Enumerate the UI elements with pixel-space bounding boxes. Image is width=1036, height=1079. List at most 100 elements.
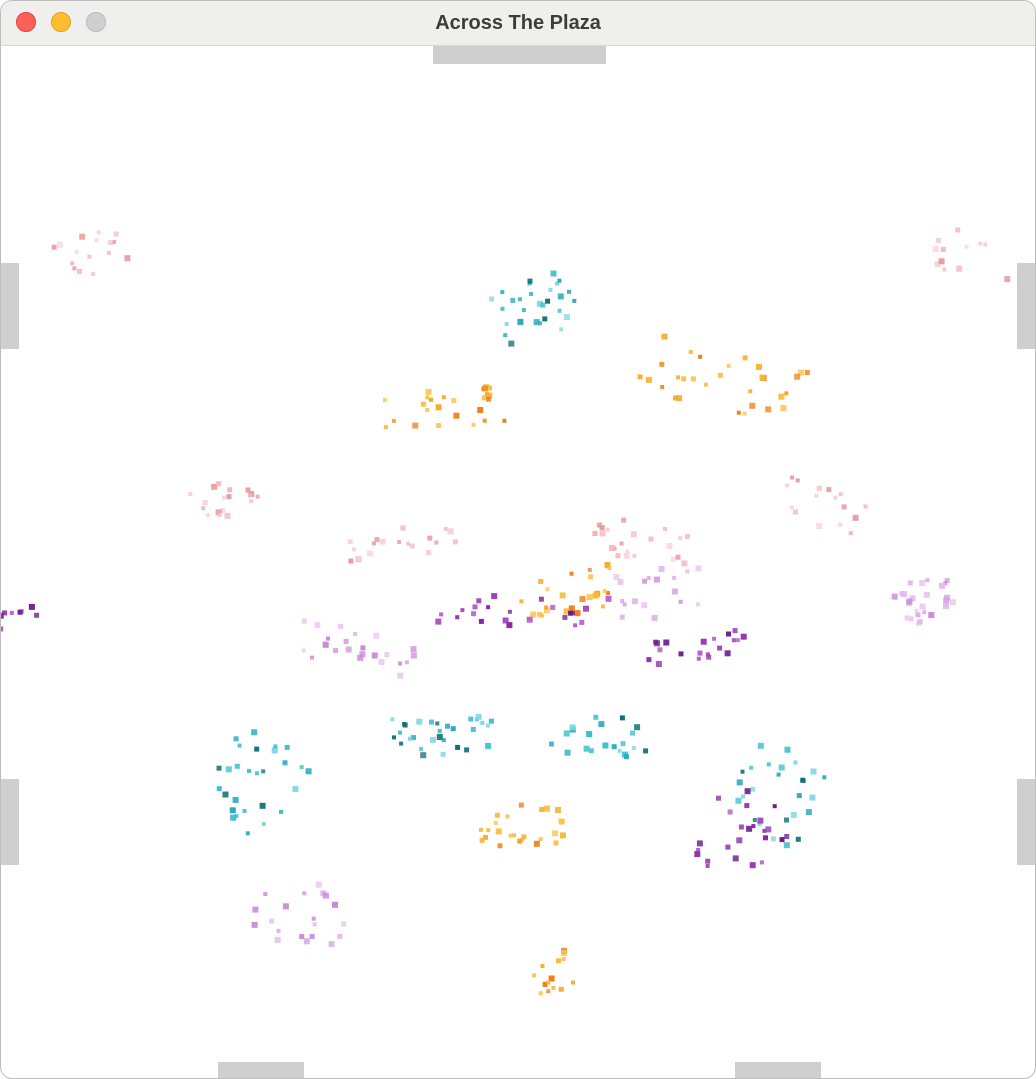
pedestrian xyxy=(978,241,983,246)
pedestrian xyxy=(805,809,812,816)
pedestrian xyxy=(983,242,988,247)
pedestrian xyxy=(489,296,495,302)
pedestrian xyxy=(539,807,545,812)
pedestrian xyxy=(535,320,540,325)
pedestrian xyxy=(727,809,733,815)
gate-right-upper xyxy=(1017,263,1035,349)
pedestrian xyxy=(863,504,868,509)
pedestrian xyxy=(471,422,476,427)
pedestrian xyxy=(744,803,750,809)
pedestrian xyxy=(425,388,432,395)
pedestrian xyxy=(225,766,232,773)
pedestrian xyxy=(538,596,544,602)
pedestrian xyxy=(475,713,482,720)
pedestrian xyxy=(494,812,500,818)
close-window-button[interactable] xyxy=(16,12,36,32)
pedestrian xyxy=(416,718,423,725)
pedestrian xyxy=(643,748,649,754)
pedestrian xyxy=(928,612,935,618)
pedestrian xyxy=(503,333,508,338)
pedestrian xyxy=(530,611,537,618)
pedestrian xyxy=(108,240,114,245)
pedestrian xyxy=(441,395,446,400)
pedestrian xyxy=(623,552,630,559)
plaza-canvas[interactable] xyxy=(1,46,1035,1078)
crowd-group-pink xyxy=(592,517,690,567)
pedestrian xyxy=(588,574,594,580)
pedestrian xyxy=(778,764,785,771)
pedestrian xyxy=(784,834,790,839)
pedestrian xyxy=(392,735,396,740)
pedestrian xyxy=(759,374,766,381)
pedestrian xyxy=(587,567,592,572)
pedestrian xyxy=(271,747,278,754)
pedestrian xyxy=(333,648,339,653)
pedestrian xyxy=(222,495,226,500)
pedestrian xyxy=(434,540,439,545)
pedestrian xyxy=(553,840,559,846)
pedestrian xyxy=(810,768,817,775)
pedestrian xyxy=(378,658,385,665)
pedestrian xyxy=(925,578,930,583)
pedestrian xyxy=(705,858,711,864)
pedestrian xyxy=(274,936,281,943)
pedestrian xyxy=(224,512,231,519)
pedestrian xyxy=(216,786,222,792)
pedestrian xyxy=(279,809,283,814)
pedestrian xyxy=(391,418,396,423)
pedestrian xyxy=(670,556,676,562)
pedestrian xyxy=(694,851,701,857)
pedestrian xyxy=(654,640,661,647)
pedestrian xyxy=(676,395,683,402)
pedestrian xyxy=(312,922,317,927)
pedestrian xyxy=(611,744,617,750)
pedestrian xyxy=(234,814,239,819)
gate-bottom-right xyxy=(735,1062,821,1078)
pedestrian xyxy=(485,742,492,749)
pedestrian xyxy=(450,726,456,732)
pedestrian xyxy=(726,363,731,368)
pedestrian xyxy=(536,300,543,307)
pedestrian xyxy=(940,246,946,252)
pedestrian xyxy=(914,608,919,613)
pedestrian xyxy=(500,306,505,311)
pedestrian xyxy=(568,605,575,612)
pedestrian xyxy=(292,785,299,792)
minimize-window-button[interactable] xyxy=(51,12,71,32)
pedestrian xyxy=(749,402,756,409)
pedestrian xyxy=(696,840,703,847)
pedestrian xyxy=(809,794,816,801)
pedestrian xyxy=(479,837,485,843)
pedestrian xyxy=(685,569,690,574)
gate-left-upper xyxy=(1,263,19,349)
pedestrian xyxy=(373,632,380,639)
pedestrian xyxy=(784,817,789,823)
pedestrian xyxy=(607,566,612,570)
pedestrian xyxy=(560,950,567,956)
pedestrian xyxy=(681,560,688,567)
pedestrian xyxy=(838,492,843,497)
pedestrian xyxy=(599,530,606,537)
pedestrian xyxy=(372,541,376,546)
pedestrian xyxy=(315,881,322,888)
pedestrian xyxy=(657,647,663,653)
pedestrian xyxy=(765,826,772,833)
pedestrian xyxy=(563,730,570,737)
pedestrian xyxy=(245,487,251,493)
pedestrian xyxy=(780,405,787,412)
pedestrian xyxy=(620,741,626,747)
pedestrian xyxy=(28,603,35,610)
pedestrian xyxy=(542,981,548,987)
pedestrian xyxy=(742,411,747,416)
pedestrian xyxy=(301,618,307,624)
pedestrian xyxy=(732,855,739,862)
pedestrian xyxy=(527,278,533,284)
zoom-window-button[interactable] xyxy=(86,12,106,32)
pedestrian xyxy=(409,543,415,549)
pedestrian xyxy=(252,906,259,913)
pedestrian xyxy=(470,727,476,732)
pedestrian xyxy=(556,958,561,964)
pedestrian xyxy=(202,500,208,506)
pedestrian xyxy=(371,652,378,659)
pedestrian xyxy=(562,614,568,620)
